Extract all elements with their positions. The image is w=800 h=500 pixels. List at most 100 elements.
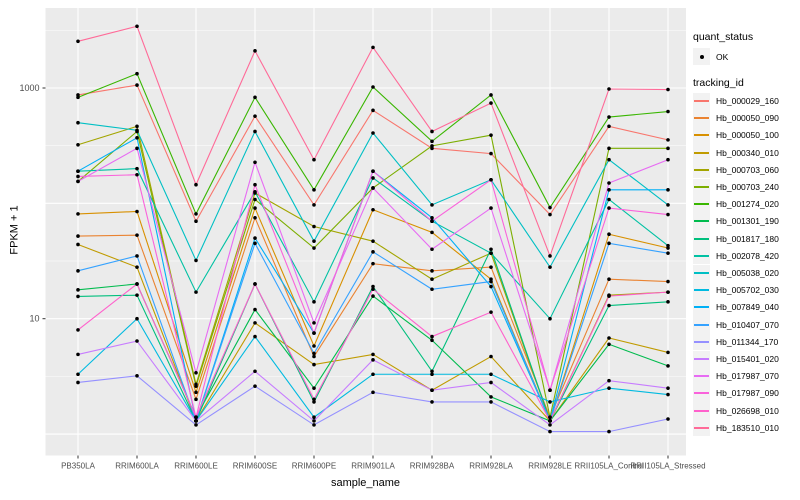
legend-item-Hb_001274_020: Hb_001274_020: [693, 195, 779, 213]
data-point: [253, 236, 257, 240]
legend-key-box: [693, 109, 710, 127]
legend-item-Hb_183510_010: Hb_183510_010: [693, 419, 779, 437]
legend-item-label: Hb_001274_020: [716, 199, 779, 210]
data-point: [312, 351, 316, 356]
legend-item-label: Hb_010407_070: [716, 319, 779, 330]
data-point: [312, 321, 316, 325]
data-point: [489, 380, 493, 385]
legend-item-quant-ok: OK: [693, 48, 728, 65]
data-point: [666, 251, 670, 255]
data-point: [312, 188, 316, 192]
data-point: [371, 287, 375, 292]
line-swatch-icon: [694, 168, 709, 171]
legend-item-label: Hb_007849_040: [716, 302, 779, 313]
data-point: [371, 250, 375, 254]
data-point: [607, 277, 611, 282]
data-point: [312, 386, 316, 390]
legend-item-Hb_001301_190: Hb_001301_190: [693, 212, 779, 230]
data-point: [666, 146, 670, 151]
legend-item-Hb_001817_180: Hb_001817_180: [693, 230, 779, 248]
line-swatch-icon: [694, 306, 709, 309]
x-tick-label-RRIM901LA: RRIM901LA: [351, 462, 395, 471]
legend-item-Hb_005038_020: Hb_005038_020: [693, 264, 779, 282]
data-point: [312, 239, 316, 243]
data-point: [607, 378, 611, 383]
data-point: [489, 284, 493, 289]
data-point: [548, 419, 552, 423]
data-point: [489, 133, 493, 137]
data-point: [607, 87, 611, 91]
legend-item-label: Hb_015401_020: [716, 354, 779, 364]
data-point: [548, 212, 552, 217]
legend-item-label: Hb_011344_170: [716, 336, 779, 347]
data-point: [135, 282, 139, 286]
data-point: [76, 120, 80, 125]
data-point: [548, 400, 552, 404]
data-point: [371, 372, 375, 377]
data-point: [666, 109, 670, 114]
data-point: [666, 350, 670, 355]
legend-item-Hb_011344_170: Hb_011344_170: [693, 333, 779, 351]
data-point: [76, 142, 80, 147]
data-point: [312, 362, 316, 367]
y-axis-title: FPKM + 1: [8, 205, 21, 255]
line-swatch-icon: [694, 100, 709, 102]
legend-key-box: [693, 247, 710, 265]
data-point: [607, 206, 611, 210]
data-point: [76, 372, 80, 377]
legend-item-Hb_000703_060: Hb_000703_060: [693, 161, 779, 179]
data-point: [430, 277, 434, 282]
legend-item-label: Hb_000050_100: [716, 130, 779, 141]
legend-key-box: [693, 92, 710, 110]
data-point: [548, 316, 552, 321]
legend-item-label: Hb_000029_160: [716, 96, 779, 106]
data-point: [76, 95, 80, 100]
legend-item-label: Hb_183510_010: [716, 422, 779, 433]
legend-item-Hb_026698_010: Hb_026698_010: [693, 402, 779, 420]
data-point: [194, 219, 198, 224]
data-point: [253, 114, 257, 118]
legend-item-label: OK: [716, 51, 729, 62]
data-point: [194, 419, 198, 423]
data-point: [253, 129, 257, 134]
data-point: [371, 352, 375, 357]
data-point: [135, 124, 139, 129]
data-point: [253, 384, 257, 388]
data-point: [135, 166, 139, 171]
data-point: [312, 397, 316, 402]
legend-item-Hb_015401_020: Hb_015401_020: [693, 350, 779, 368]
data-point: [607, 386, 611, 390]
legend-key-box: [693, 281, 710, 299]
data-point: [430, 230, 434, 235]
data-point: [371, 261, 375, 266]
legend-key-box: [693, 144, 710, 162]
legend-key-box: [693, 264, 710, 282]
legend-item-Hb_000703_240: Hb_000703_240: [693, 178, 779, 196]
data-point: [548, 429, 552, 434]
data-point: [607, 124, 611, 129]
legend-item-label: Hb_000340_010: [716, 147, 779, 158]
data-point: [371, 390, 375, 395]
data-point: [607, 294, 611, 298]
legend-item-Hb_002078_420: Hb_002078_420: [693, 247, 779, 265]
line-swatch-icon: [694, 375, 709, 378]
line-swatch-icon: [694, 340, 709, 343]
data-point: [371, 108, 375, 113]
data-point: [312, 354, 316, 359]
legend-key-box: [693, 350, 710, 368]
line-swatch-icon: [694, 409, 709, 412]
data-point: [548, 205, 552, 210]
data-point: [430, 203, 434, 207]
data-point: [548, 254, 552, 258]
legend-key-box: [693, 384, 710, 402]
data-point: [489, 310, 493, 314]
data-point: [135, 71, 139, 76]
data-point: [194, 370, 198, 375]
data-point: [135, 24, 139, 29]
data-point: [76, 328, 80, 332]
data-point: [371, 131, 375, 135]
legend-item-Hb_010407_070: Hb_010407_070: [693, 316, 779, 334]
legend-key-box: [693, 126, 710, 144]
legend-item-label: Hb_026698_010: [716, 405, 779, 416]
